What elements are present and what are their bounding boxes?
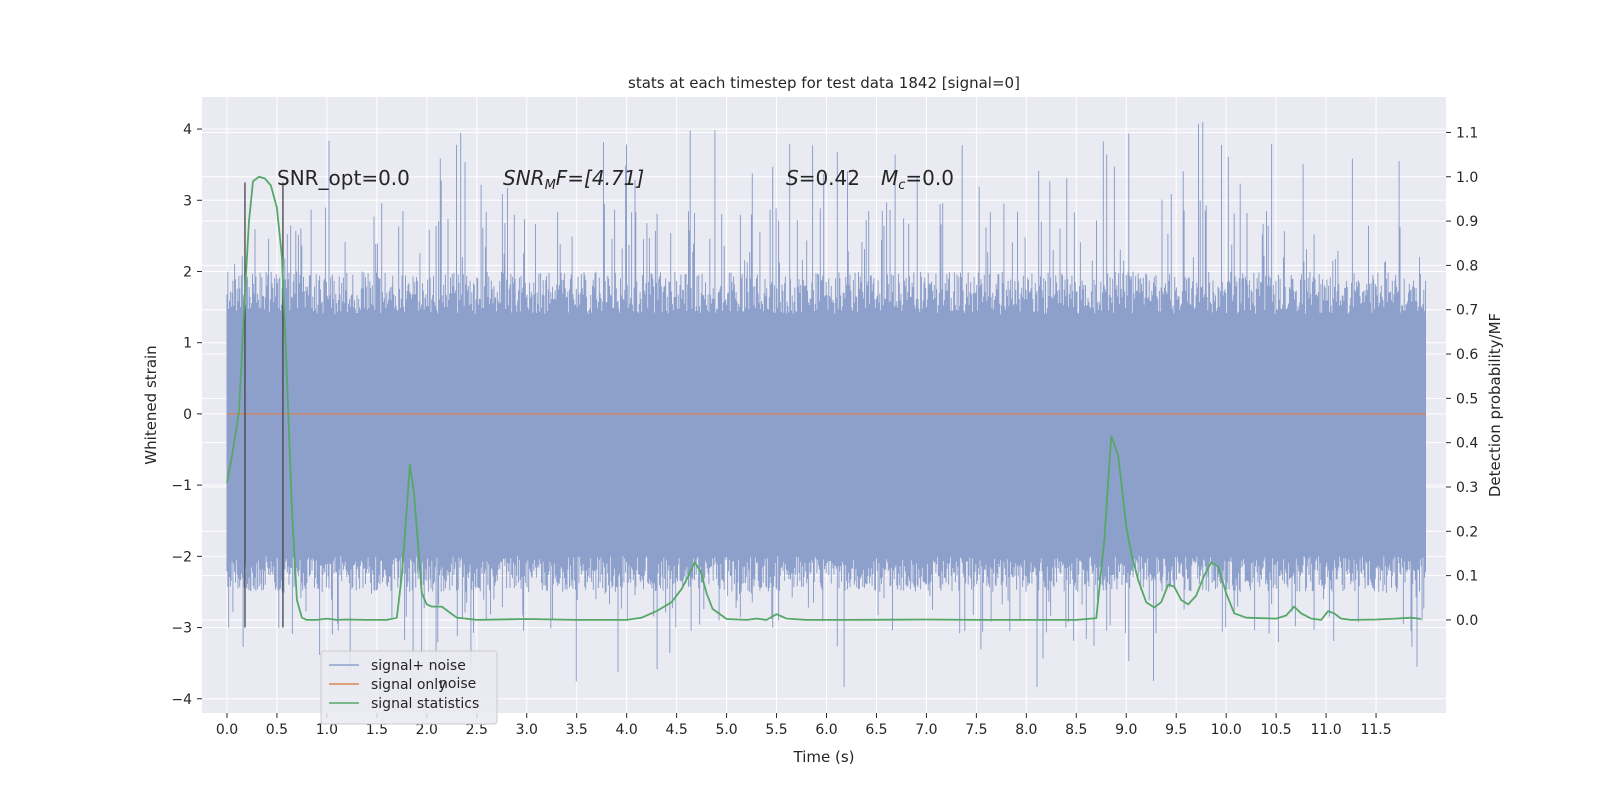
x-tick-label: 1.5 <box>366 722 388 738</box>
annotation-snr-mf: SNRMF=[4.71] <box>503 166 644 193</box>
y2-tick-label: 0.4 <box>1456 436 1478 452</box>
x-tick-label: 5.0 <box>715 722 737 738</box>
signal-statistics-line <box>226 175 1422 621</box>
noise-strokes <box>226 122 1426 688</box>
y-tick-label: −4 <box>171 692 192 708</box>
x-tick-label: 10.5 <box>1261 722 1292 738</box>
y2-tick-label: 1.0 <box>1456 170 1478 186</box>
y2-tick-label: 0.9 <box>1456 214 1478 230</box>
x-tick-label: 1.0 <box>316 722 338 738</box>
x-tick-label: 0.0 <box>216 722 238 738</box>
annotation-s: S=0.42 <box>786 166 860 190</box>
x-tick-label: 9.5 <box>1165 722 1187 738</box>
x-tick-label: 9.0 <box>1115 722 1137 738</box>
y-tick-label: 1 <box>183 336 192 352</box>
annotation-mc-base: M <box>881 166 898 190</box>
x-tick-label: 6.0 <box>815 722 837 738</box>
x-tick-label: 5.5 <box>765 722 787 738</box>
y2-tick-label: 0.0 <box>1456 613 1478 629</box>
legend-label-statistics: signal statistics <box>371 696 479 712</box>
y-tick-label: 4 <box>183 122 192 138</box>
legend-label-noise: signal+ noise <box>371 658 466 674</box>
annotations: SNR_opt=0.0 SNRMF=[4.71] S=0.42 Mc=0.0 <box>277 166 954 193</box>
y-tick-label: −2 <box>171 549 192 565</box>
y2-tick-label: 0.2 <box>1456 524 1478 540</box>
y2-tick-label: 0.3 <box>1456 480 1478 496</box>
x-tick-label: 7.0 <box>915 722 937 738</box>
x-tick-label: 8.0 <box>1015 722 1037 738</box>
chart-title: stats at each timestep for test data 184… <box>628 74 1020 92</box>
x-tick-label: 10.0 <box>1211 722 1242 738</box>
y2-tick-label: 0.6 <box>1456 347 1478 363</box>
annotation-snr-mf-rest: F=[4.71] <box>556 166 644 190</box>
vertical-markers <box>244 182 284 628</box>
x-tick-label: 2.5 <box>466 722 488 738</box>
noise-series <box>226 122 1427 688</box>
y-tick-label: 2 <box>183 264 192 280</box>
legend: signal+ noise noise signal only signal s… <box>320 650 498 725</box>
y-tick-label: −1 <box>171 478 192 494</box>
y2-axis-label: Detection probability/MF <box>1486 313 1504 497</box>
y2-tick-label: 0.1 <box>1456 569 1478 585</box>
annotation-mc-sub: c <box>898 178 905 193</box>
x-tick-label: 7.5 <box>965 722 987 738</box>
y2-tick-label: 0.7 <box>1456 303 1478 319</box>
axes: 0.0 0.5 1.0 1.5 2.0 2.5 3.0 3.5 4.0 4.5 5.0 5.5 6.0 6… <box>171 122 1478 738</box>
annotation-s-base: S <box>786 166 799 190</box>
y-tick-label: 3 <box>183 193 192 209</box>
legend-hidden-text: noise <box>439 676 476 692</box>
x-tick-label: 6.5 <box>865 722 887 738</box>
annotation-mc: Mc=0.0 <box>881 166 954 193</box>
x-tick-label: 0.5 <box>266 722 288 738</box>
y2-tick-label: 0.5 <box>1456 391 1478 407</box>
x-tick-label: 4.5 <box>665 722 687 738</box>
legend-box <box>320 650 498 725</box>
y2-tick-label: 1.1 <box>1456 125 1478 141</box>
x-tick-label: 2.0 <box>416 722 438 738</box>
x-axis-label: Time (s) <box>793 748 855 766</box>
y-tick-label: 0 <box>183 407 192 423</box>
y-tick-label: −3 <box>171 621 192 637</box>
x-tick-label: 8.5 <box>1065 722 1087 738</box>
x-tick-label: 4.0 <box>616 722 638 738</box>
x-tick-label: 11.0 <box>1311 722 1342 738</box>
x-tick-label: 3.0 <box>516 722 538 738</box>
x-tick-label: 11.5 <box>1360 722 1391 738</box>
legend-label-signal-only: signal only <box>371 677 446 693</box>
y-axis-label: Whitened strain <box>142 345 160 464</box>
annotation-s-rest: =0.42 <box>799 166 860 190</box>
annotation-snr-mf-base: SNR <box>503 166 545 190</box>
y2-tick-label: 0.8 <box>1456 258 1478 274</box>
annotation-snr-mf-sub: M <box>545 178 556 193</box>
x-tick-label: 3.5 <box>566 722 588 738</box>
annotation-snr-opt: SNR_opt=0.0 <box>277 166 410 190</box>
annotation-mc-rest: =0.0 <box>905 166 954 190</box>
signal-statistics-series <box>226 175 1422 621</box>
